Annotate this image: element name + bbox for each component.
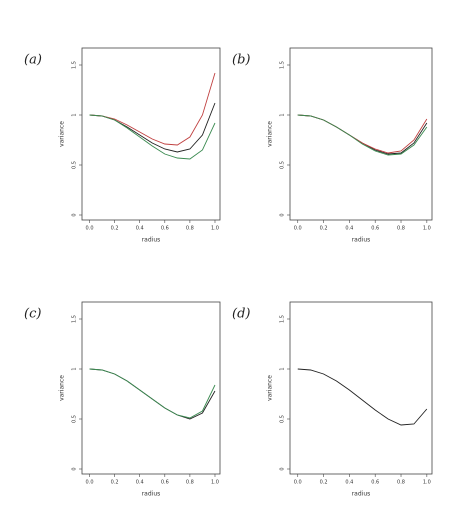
- y-tick-label: 1.5: [280, 315, 286, 323]
- plot-frame: [81, 301, 221, 475]
- y-axis-label: variance: [267, 121, 274, 147]
- plot-frame: [289, 301, 433, 475]
- x-axis-label: radius: [142, 237, 161, 244]
- y-tick-label: 1: [72, 367, 78, 370]
- plot-frame: [81, 47, 221, 221]
- x-tick-label: 0.0: [86, 226, 94, 232]
- x-tick-label: 0.4: [345, 480, 353, 486]
- x-tick-label: 0.0: [86, 480, 94, 486]
- y-tick-label: 1: [72, 113, 78, 116]
- y-tick-label: 0: [280, 467, 286, 470]
- panel-label: (b): [232, 53, 250, 68]
- y-tick-label: 0: [72, 213, 78, 216]
- plot-frame: [289, 47, 433, 221]
- line: [89, 114, 216, 160]
- x-tick-label: 0.6: [161, 480, 169, 486]
- y-tick-label: 0.5: [72, 415, 78, 423]
- line: [297, 114, 428, 156]
- x-tick-label: 0.8: [186, 226, 194, 232]
- x-tick-label: 0.8: [186, 480, 194, 486]
- panel-label: (a): [24, 53, 42, 68]
- y-tick-label: 1: [280, 367, 286, 370]
- x-tick-label: 1.0: [423, 226, 431, 232]
- y-tick-label: 0: [280, 213, 286, 216]
- y-tick-label: 1.5: [72, 315, 78, 323]
- x-tick-label: 1.0: [423, 480, 431, 486]
- line: [89, 72, 216, 146]
- x-tick-label: 0.6: [161, 226, 169, 232]
- y-tick-label: 1.5: [72, 61, 78, 69]
- x-tick-label: 0.6: [371, 480, 379, 486]
- y-axis-label: variance: [267, 375, 274, 401]
- x-tick-label: 0.0: [294, 226, 302, 232]
- y-tick-label: 1.5: [280, 61, 286, 69]
- x-axis-label: radius: [142, 491, 161, 498]
- y-tick-label: 0.5: [280, 415, 286, 423]
- y-tick-label: 0.5: [280, 161, 286, 169]
- x-tick-label: 0.6: [371, 226, 379, 232]
- line: [297, 114, 428, 155]
- x-tick-label: 1.0: [211, 226, 219, 232]
- x-tick-label: 0.4: [136, 480, 144, 486]
- y-axis-label: variance: [59, 121, 66, 147]
- panel-label: (c): [24, 307, 41, 322]
- line: [89, 368, 216, 419]
- y-tick-label: 0.5: [72, 161, 78, 169]
- line: [89, 368, 216, 420]
- line: [297, 114, 428, 154]
- x-tick-label: 0.8: [397, 480, 405, 486]
- x-tick-label: 0.8: [397, 226, 405, 232]
- line: [297, 368, 428, 426]
- panel-label: (d): [232, 307, 250, 322]
- y-tick-label: 1: [280, 113, 286, 116]
- x-tick-label: 1.0: [211, 480, 219, 486]
- x-axis-label: radius: [352, 237, 371, 244]
- x-tick-label: 0.0: [294, 480, 302, 486]
- x-tick-label: 0.4: [136, 226, 144, 232]
- x-tick-label: 0.2: [320, 226, 328, 232]
- x-tick-label: 0.4: [345, 226, 353, 232]
- line: [89, 102, 216, 153]
- y-tick-label: 0: [72, 467, 78, 470]
- x-tick-label: 0.2: [111, 226, 119, 232]
- x-tick-label: 0.2: [320, 480, 328, 486]
- y-axis-label: variance: [59, 375, 66, 401]
- x-axis-label: radius: [352, 491, 371, 498]
- x-tick-label: 0.2: [111, 480, 119, 486]
